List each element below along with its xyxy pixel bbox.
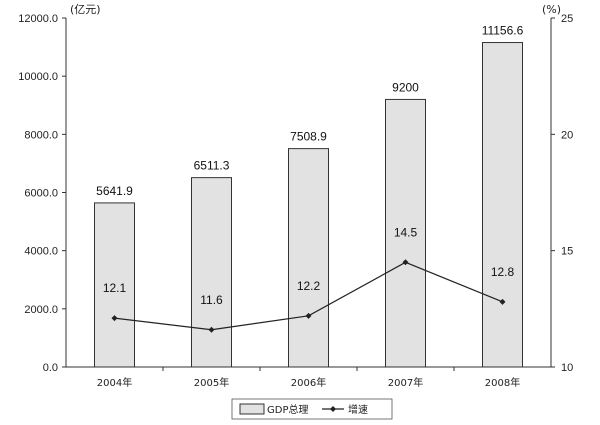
bar bbox=[94, 202, 135, 368]
left-tick-label: 2000.0 bbox=[24, 304, 58, 316]
legend-box bbox=[231, 398, 393, 420]
left-tick-label: 4000.0 bbox=[24, 246, 58, 258]
growth-value-label: 12.1 bbox=[103, 281, 127, 295]
left-axis-ticks: 0.0 2000.0 4000.0 6000.0 8000.0 10000.0 12000.… bbox=[18, 13, 66, 374]
right-axis-unit: (%) bbox=[542, 3, 561, 16]
left-tick-label: 8000.0 bbox=[24, 129, 58, 141]
bar-value-label: 6511.3 bbox=[194, 159, 230, 173]
bar-value-label: 7508.9 bbox=[290, 130, 327, 144]
line-point bbox=[208, 326, 215, 333]
growth-data-labels: 12.1 11.6 12.2 14.5 12.8 bbox=[103, 225, 515, 306]
growth-value-label: 12.8 bbox=[491, 265, 515, 279]
left-tick-label: 6000.0 bbox=[24, 188, 58, 200]
bar-value-label: 11156.6 bbox=[482, 24, 524, 38]
bar-series bbox=[94, 42, 523, 368]
legend: GDP总理 增速 bbox=[231, 398, 393, 420]
growth-value-label: 14.5 bbox=[394, 225, 418, 239]
line-point bbox=[111, 315, 118, 322]
right-tick-label: 25 bbox=[561, 13, 573, 25]
left-tick-label: 10000.0 bbox=[18, 71, 58, 83]
right-tick-label: 15 bbox=[561, 246, 573, 258]
legend-marker-icon bbox=[330, 406, 336, 412]
left-tick-label: 0.0 bbox=[43, 362, 58, 374]
right-tick-label: 10 bbox=[561, 362, 573, 374]
category-label: 2008年 bbox=[485, 376, 520, 389]
category-label: 2005年 bbox=[194, 376, 229, 389]
right-axis-ticks: 10 15 20 25 bbox=[551, 13, 573, 374]
bar bbox=[482, 42, 523, 368]
legend-bar-label: GDP总理 bbox=[267, 403, 308, 416]
left-axis-unit: (亿元) bbox=[70, 3, 101, 16]
category-label: 2007年 bbox=[388, 376, 423, 389]
growth-value-label: 12.2 bbox=[297, 279, 321, 293]
line-point bbox=[305, 312, 312, 319]
growth-line-series bbox=[111, 259, 506, 333]
growth-value-label: 11.6 bbox=[200, 293, 223, 307]
bar-value-label: 9200 bbox=[392, 80, 419, 94]
bar-value-label: 5641.9 bbox=[96, 184, 133, 198]
bar bbox=[191, 177, 232, 368]
line-point bbox=[499, 298, 506, 305]
left-tick-label: 12000.0 bbox=[18, 13, 58, 25]
right-tick-label: 20 bbox=[561, 129, 573, 141]
line-point bbox=[402, 259, 409, 266]
legend-line-label: 增速 bbox=[348, 403, 368, 416]
bar bbox=[385, 98, 426, 368]
bar-data-labels: 5641.9 6511.3 7508.9 9200 11156.6 bbox=[96, 24, 523, 198]
category-label: 2004年 bbox=[97, 376, 132, 389]
bar bbox=[288, 148, 329, 368]
category-label: 2006年 bbox=[291, 376, 326, 389]
legend-bar-swatch bbox=[239, 403, 265, 415]
category-labels: 2004年 2005年 2006年 2007年 2008年 bbox=[97, 367, 520, 389]
